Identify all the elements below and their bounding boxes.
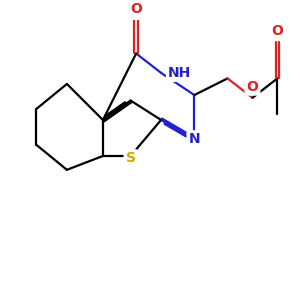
Text: N: N — [188, 132, 200, 146]
Text: O: O — [247, 80, 258, 94]
Text: O: O — [130, 2, 142, 16]
Text: NH: NH — [168, 66, 191, 80]
Text: O: O — [272, 24, 283, 38]
Text: S: S — [126, 151, 136, 165]
